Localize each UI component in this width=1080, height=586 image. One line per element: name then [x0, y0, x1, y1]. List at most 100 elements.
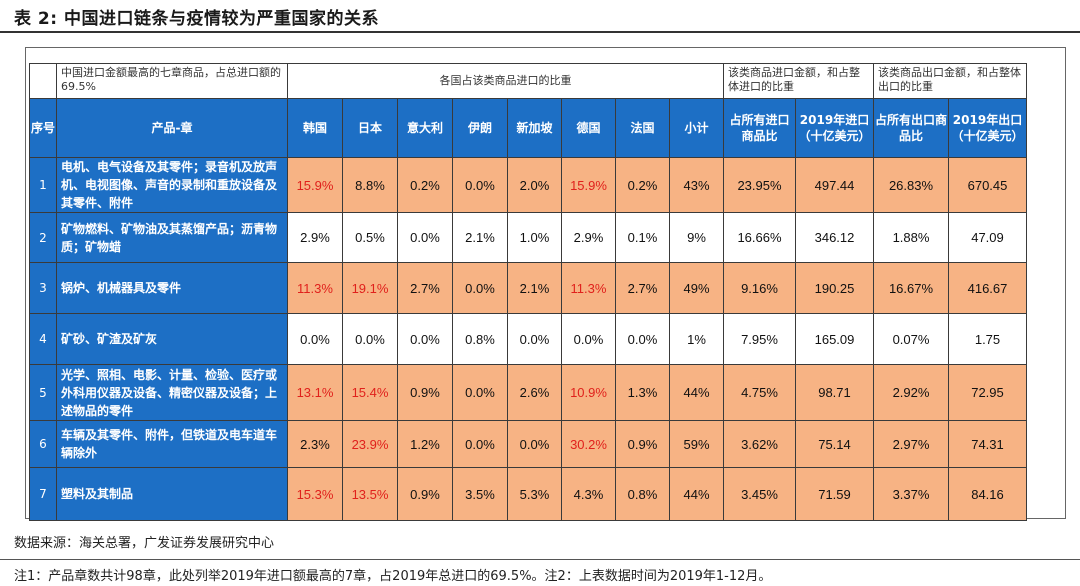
- row-value-cell: 75.14: [795, 420, 874, 468]
- row-value-cell: 3.62%: [723, 420, 796, 468]
- footnote: 注1：产品章数共计98章，此处列举2019年进口额最高的7章，占2019年总进口…: [14, 569, 772, 584]
- data-source: 数据来源：海关总署，广发证券发展研究中心: [14, 536, 275, 551]
- row-value-cell: 0.5%: [342, 212, 398, 263]
- header-korea: 韩国: [287, 98, 343, 158]
- header-singapore: 新加坡: [507, 98, 562, 158]
- row-value-cell: 23.95%: [723, 157, 796, 213]
- row-value-cell: 23.9%: [342, 420, 398, 468]
- row-value-cell: 0.0%: [452, 364, 508, 421]
- title-divider: [0, 31, 1080, 33]
- row-value-cell: 15.3%: [287, 467, 343, 521]
- row-index: 5: [29, 364, 57, 421]
- note-export-share: 该类商品出口金额，和占整体出口的比重: [873, 63, 1027, 99]
- row-value-cell: 0.0%: [561, 313, 616, 365]
- table-row: 4 矿砂、矿渣及矿灰 0.0% 0.0% 0.0% 0.8% 0.0% 0.0% 0.0% 1% 7…: [29, 313, 1027, 365]
- note-top-products: 中国进口金额最高的七章商品，占总进口额的69.5%: [56, 63, 288, 99]
- row-value-cell: 5.3%: [507, 467, 562, 521]
- row-product: 矿物燃料、矿物油及其蒸馏产品；沥青物质；矿物蜡: [56, 212, 288, 263]
- row-value-cell: 44%: [669, 467, 724, 521]
- row-value-cell: 0.0%: [507, 420, 562, 468]
- row-value-cell: 30.2%: [561, 420, 616, 468]
- row-value-cell: 2.3%: [287, 420, 343, 468]
- row-value-cell: 0.8%: [452, 313, 508, 365]
- row-value-cell: 1.88%: [873, 212, 949, 263]
- row-value-cell: 2.6%: [507, 364, 562, 421]
- row-value-cell: 84.16: [948, 467, 1027, 521]
- row-value-cell: 1.2%: [397, 420, 453, 468]
- row-product: 塑料及其制品: [56, 467, 288, 521]
- row-value-cell: 2.1%: [452, 212, 508, 263]
- row-value-cell: 0.0%: [397, 313, 453, 365]
- row-index: 7: [29, 467, 57, 521]
- row-value-cell: 15.9%: [561, 157, 616, 213]
- row-value-cell: 13.1%: [287, 364, 343, 421]
- row-value-cell: 72.95: [948, 364, 1027, 421]
- header-index: 序号: [29, 98, 57, 158]
- row-value-cell: 4.75%: [723, 364, 796, 421]
- row-value-cell: 1.0%: [507, 212, 562, 263]
- row-value-cell: 4.3%: [561, 467, 616, 521]
- row-value-cell: 1%: [669, 313, 724, 365]
- row-value-cell: 8.8%: [342, 157, 398, 213]
- data-table: 中国进口金额最高的七章商品，占总进口额的69.5% 各国占该类商品进口的比重 该…: [29, 63, 1027, 521]
- row-value-cell: 19.1%: [342, 262, 398, 314]
- row-value-cell: 7.95%: [723, 313, 796, 365]
- row-value-cell: 10.9%: [561, 364, 616, 421]
- row-product: 电机、电气设备及其零件；录音机及放声机、电视图像、声音的录制和重放设备及其零件、…: [56, 157, 288, 213]
- row-index: 3: [29, 262, 57, 314]
- row-value-cell: 13.5%: [342, 467, 398, 521]
- row-value-cell: 9.16%: [723, 262, 796, 314]
- table-row: 7 塑料及其制品 15.3% 13.5% 0.9% 3.5% 5.3% 4.3% 0.8% 44%…: [29, 467, 1027, 521]
- row-value-cell: 11.3%: [561, 262, 616, 314]
- row-value-cell: 2.1%: [507, 262, 562, 314]
- table-row: 2 矿物燃料、矿物油及其蒸馏产品；沥青物质；矿物蜡 2.9% 0.5% 0.0% 2.1%…: [29, 212, 1027, 263]
- row-value-cell: 0.9%: [397, 467, 453, 521]
- row-index: 6: [29, 420, 57, 468]
- row-value-cell: 3.45%: [723, 467, 796, 521]
- row-value-cell: 16.66%: [723, 212, 796, 263]
- header-germany: 德国: [561, 98, 616, 158]
- row-value-cell: 0.9%: [397, 364, 453, 421]
- row-value-cell: 15.9%: [287, 157, 343, 213]
- row-value-cell: 0.1%: [615, 212, 670, 263]
- row-value-cell: 2.9%: [561, 212, 616, 263]
- note-country-share: 各国占该类商品进口的比重: [287, 63, 724, 99]
- table-row: 5 光学、照相、电影、计量、检验、医疗或外科用仪器及设备、精密仪器及设备；上述物品…: [29, 364, 1027, 421]
- header-export-share: 占所有出口商品比: [873, 98, 949, 158]
- source-divider: [0, 559, 1080, 560]
- row-value-cell: 0.0%: [287, 313, 343, 365]
- row-value-cell: 190.25: [795, 262, 874, 314]
- header-row: 序号 产品-章 韩国 日本 意大利 伊朗 新加坡 德国 法国 小计 占所有进口商…: [29, 98, 1027, 158]
- header-japan: 日本: [342, 98, 398, 158]
- row-value-cell: 0.9%: [615, 420, 670, 468]
- header-iran: 伊朗: [452, 98, 508, 158]
- row-product: 锅炉、机械器具及零件: [56, 262, 288, 314]
- row-value-cell: 59%: [669, 420, 724, 468]
- row-value-cell: 71.59: [795, 467, 874, 521]
- row-value-cell: 0.0%: [452, 157, 508, 213]
- row-product: 矿砂、矿渣及矿灰: [56, 313, 288, 365]
- row-value-cell: 43%: [669, 157, 724, 213]
- table-row: 3 锅炉、机械器具及零件 11.3% 19.1% 2.7% 0.0% 2.1% 11.3% 2.…: [29, 262, 1027, 314]
- row-value-cell: 0.2%: [397, 157, 453, 213]
- row-value-cell: 2.7%: [615, 262, 670, 314]
- header-export-amount: 2019年出口（十亿美元）: [948, 98, 1027, 158]
- row-value-cell: 98.71: [795, 364, 874, 421]
- table-row: 6 车辆及其零件、附件，但铁道及电车道车辆除外 2.3% 23.9% 1.2% 0.0% 0…: [29, 420, 1027, 468]
- row-product: 光学、照相、电影、计量、检验、医疗或外科用仪器及设备、精密仪器及设备；上述物品的…: [56, 364, 288, 421]
- row-value-cell: 0.0%: [452, 262, 508, 314]
- row-index: 2: [29, 212, 57, 263]
- row-value-cell: 49%: [669, 262, 724, 314]
- row-value-cell: 2.7%: [397, 262, 453, 314]
- row-product: 车辆及其零件、附件，但铁道及电车道车辆除外: [56, 420, 288, 468]
- table-row: 1 电机、电气设备及其零件；录音机及放声机、电视图像、声音的录制和重放设备及其零件…: [29, 157, 1027, 213]
- row-value-cell: 0.0%: [507, 313, 562, 365]
- row-value-cell: 1.75: [948, 313, 1027, 365]
- header-italy: 意大利: [397, 98, 453, 158]
- row-value-cell: 0.0%: [615, 313, 670, 365]
- row-value-cell: 1.3%: [615, 364, 670, 421]
- row-value-cell: 2.92%: [873, 364, 949, 421]
- row-value-cell: 2.0%: [507, 157, 562, 213]
- row-index: 1: [29, 157, 57, 213]
- header-import-amount: 2019年进口（十亿美元）: [795, 98, 874, 158]
